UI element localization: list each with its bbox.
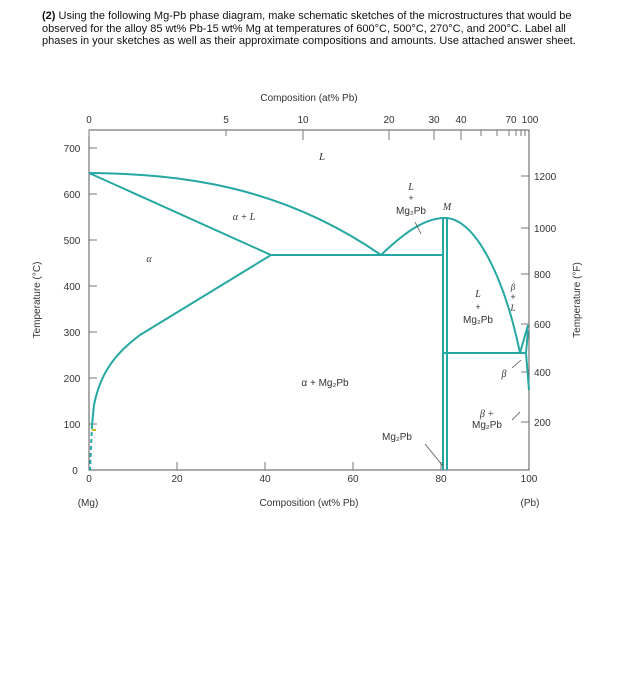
label-liquid: L	[318, 151, 325, 163]
label-alpha: α	[146, 254, 152, 265]
top-tick-30: 30	[428, 115, 440, 126]
right-tick-1000: 1000	[534, 224, 557, 235]
label-l-compound-plus: +	[408, 193, 413, 203]
top-tick-0: 0	[86, 115, 92, 126]
label-beta: β	[501, 369, 507, 380]
label-beta-l-beta: β	[510, 282, 516, 292]
bottom-tick-100: 100	[521, 474, 538, 485]
top-tick-40: 40	[455, 115, 467, 126]
liquidus-compound	[380, 216, 521, 354]
top-tick-20: 20	[383, 115, 395, 126]
left-tick-500: 500	[64, 236, 81, 247]
liquidus-left	[88, 172, 382, 256]
end-label-mg: (Mg)	[78, 498, 99, 509]
label-alpha-plus-liquid: α + L	[233, 212, 256, 223]
bottom-axis-ticks	[176, 462, 442, 470]
label-beta-compound-beta: β +	[479, 409, 494, 420]
pointer-lines	[414, 221, 522, 467]
liquidus-pb	[519, 324, 529, 354]
label-beta-l-plus: +	[510, 292, 515, 302]
end-label-pb: (Pb)	[521, 498, 540, 509]
left-tick-200: 200	[64, 374, 81, 385]
label-l-compound-l: L	[407, 182, 414, 193]
label-right-mg2pb: Mg₂Pb	[463, 315, 493, 326]
right-tick-600: 600	[534, 320, 551, 331]
left-axis-ticks	[89, 147, 97, 425]
bottom-axis-title: Composition (wt% Pb)	[260, 498, 359, 509]
left-tick-300: 300	[64, 328, 81, 339]
left-axis-title: Temperature (°C)	[32, 262, 43, 339]
question-number: (2)	[42, 10, 56, 22]
label-alpha-plus-compound: α + Mg₂Pb	[301, 378, 349, 389]
bottom-tick-0: 0	[86, 474, 92, 485]
solvus-pb	[525, 352, 530, 391]
bottom-tick-80: 80	[435, 474, 447, 485]
question-text: (2) Using the following Mg-Pb phase diag…	[42, 10, 587, 48]
bottom-tick-40: 40	[259, 474, 271, 485]
solidus-alpha	[88, 172, 272, 256]
right-tick-200: 200	[534, 418, 551, 429]
left-tick-600: 600	[64, 190, 81, 201]
bottom-tick-60: 60	[347, 474, 359, 485]
label-compound: Mg₂Pb	[382, 432, 412, 443]
left-tick-700: 700	[64, 144, 81, 155]
top-tick-10: 10	[297, 115, 309, 126]
bottom-tick-20: 20	[171, 474, 183, 485]
solvus-alpha	[93, 254, 272, 406]
left-tick-0: 0	[72, 466, 78, 477]
label-right-l: L	[474, 289, 481, 300]
top-axis-title: Composition (at% Pb)	[260, 93, 357, 104]
label-max-point: M	[442, 202, 452, 213]
plot-frame	[88, 129, 530, 471]
question-body: Using the following Mg-Pb phase diagram,…	[42, 10, 576, 47]
label-l-compound-mg2pb: Mg₂Pb	[396, 206, 426, 217]
top-tick-5: 5	[223, 115, 229, 126]
top-tick-70: 70	[505, 115, 517, 126]
solvus-alpha-low	[91, 404, 95, 426]
right-axis-title: Temperature (°F)	[572, 262, 583, 338]
label-beta-compound-mg2pb: Mg₂Pb	[472, 420, 502, 431]
solvus-alpha-dashed	[89, 424, 93, 471]
top-tick-100: 100	[522, 115, 539, 126]
left-tick-400: 400	[64, 282, 81, 293]
solidus-pb	[525, 329, 529, 354]
left-tick-100: 100	[64, 420, 81, 431]
right-tick-1200: 1200	[534, 172, 557, 183]
right-tick-800: 800	[534, 270, 551, 281]
label-beta-l-l: L	[509, 303, 515, 313]
label-right-plus: +	[475, 302, 480, 312]
right-tick-400: 400	[534, 368, 551, 379]
top-axis-ticks	[88, 130, 526, 140]
phase-boundaries	[88, 172, 530, 470]
